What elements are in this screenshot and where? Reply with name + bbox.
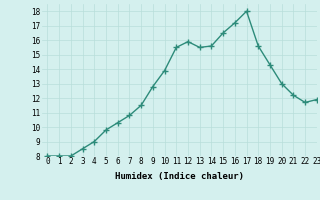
X-axis label: Humidex (Indice chaleur): Humidex (Indice chaleur) [115,172,244,181]
